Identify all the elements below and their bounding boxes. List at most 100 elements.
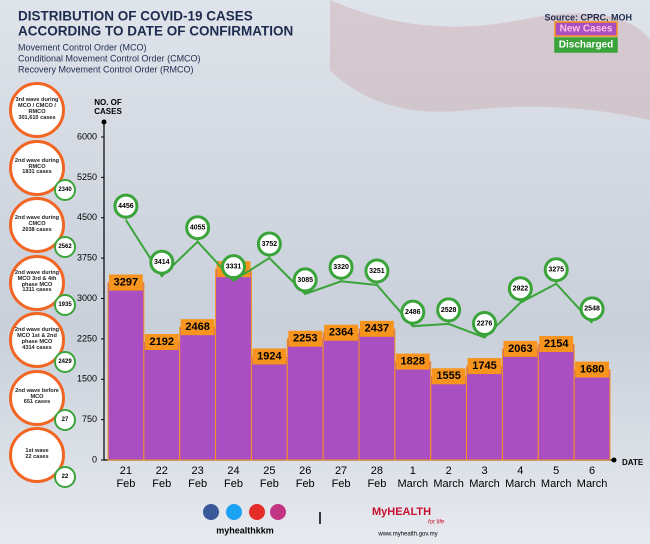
title: DISTRIBUTION OF COVID-19 CASES [18,9,253,24]
x-tick-label: 27 [335,465,347,477]
legend-label: Discharged [559,40,613,51]
wave-circle: 2nd wave during MCO 1st & 2nd phase MCO 4… [9,312,65,368]
wave-cases: 2038 cases [22,226,52,233]
x-tick-label: 21 [120,465,132,477]
bar [573,369,611,461]
marker [328,254,354,280]
x-tick-label: 25 [263,465,275,477]
marker [292,267,318,293]
marker [256,231,282,257]
x-tick-label: 26 [299,465,311,477]
value-label-box [431,368,466,385]
y-tick-label: 2250 [77,333,97,343]
y-tick-label: 750 [82,414,97,424]
wave-discharged: 2429 [54,351,76,373]
x-tick-label: Feb [152,478,171,490]
wave-cases: 301,610 cases [18,114,56,121]
marker [185,215,211,241]
social-icons [203,504,321,524]
x-tick-label: March [398,478,429,490]
wave-label: 2nd wave during CMCO [14,215,60,228]
x-tick-label: 4 [517,465,523,477]
value-label: 1745 [472,360,496,372]
value-label-box [109,274,143,291]
x-tick-label: 6 [589,465,595,477]
legend-label: New Cases [560,24,613,35]
y-tick-label: 4500 [77,212,97,222]
x-tick-label: Feb [296,478,315,490]
marker [221,254,246,280]
value-label-box [288,330,323,347]
marker [364,258,390,284]
footer-tagline: for life [428,520,445,526]
x-tick-label: 5 [553,465,559,477]
y-tick-label: 1500 [77,374,97,384]
value-label: 4055 [190,225,206,232]
bar [286,338,324,461]
value-label: 4456 [118,203,134,210]
x-tick-label: 2 [446,465,452,477]
x-tick-label: March [577,478,608,490]
wave-discharged: 2340 [54,178,76,201]
wave-cases: 1831 cases [22,169,52,176]
bar [501,348,539,461]
value-label: 2486 [405,309,421,316]
value-label: 2192 [150,336,174,348]
subtitle: Movement Control Order (MCO) [18,42,147,52]
value-label-box [180,319,215,336]
x-tick-label: Feb [260,478,279,490]
bar [358,328,396,461]
bar [179,326,217,461]
value-label: 1828 [401,355,425,367]
value-label-box [252,348,287,365]
bar [215,268,252,461]
x-tick-label: 22 [156,465,168,477]
value-label: 2364 [329,327,354,339]
marker [149,249,175,275]
wave-label: 2nd wave during MCO 1st & 2nd phase MCO [14,327,60,345]
wave-cases: 651 cases [23,399,51,406]
bar [537,343,575,461]
value-label-box [144,333,179,350]
y-tick-label: 3000 [77,293,97,303]
value-label: 3320 [333,264,349,271]
value-label: 3331 [226,264,242,271]
wave-label: 2nd wave before MCO [15,387,59,400]
wave-cases: 1311 cases [22,287,52,294]
footer-brand: MyHEALTH [372,506,431,518]
wave-label: 2nd wave during MCO 3rd & 4th phase MCO [14,269,60,288]
wave-circle: 3rd wave during MCO / CMCO / RMCO 301,610… [9,82,65,138]
x-tick-label: Feb [367,478,386,490]
legend-box [554,21,618,37]
wave-label: 3rd wave during MCO / CMCO / RMCO [15,97,59,115]
marker [400,299,426,325]
value-label: 3297 [114,276,138,288]
bar [466,365,503,461]
bar [322,332,360,461]
x-tick-label: 28 [371,465,383,477]
value-label-box [539,336,574,353]
x-tick-label: 24 [227,465,239,477]
value-label-box [575,361,609,378]
value-label: 2922 [513,286,529,293]
bar [430,375,468,461]
value-label: 2437 [365,323,389,335]
value-label: 3275 [548,267,564,274]
value-label: 2528 [441,307,457,314]
footer-url: www.myhealth.gov.my [377,532,437,538]
value-label: 3414 [154,259,170,266]
x-tick-label: March [505,478,536,490]
wave-discharged: 27 [54,408,76,431]
value-label: 2548 [584,306,600,313]
legend-box [554,37,618,53]
marker [543,257,569,283]
x-axis-label: DATE [622,458,644,467]
y-tick-label: 6000 [77,131,97,141]
bar [143,341,181,461]
marker [113,193,139,219]
y-tick-label: 3750 [77,253,97,263]
value-label-box [360,320,394,337]
x-tick-label: 3 [481,465,487,477]
wave-discharged: 1935 [54,293,76,316]
marker [579,296,605,322]
